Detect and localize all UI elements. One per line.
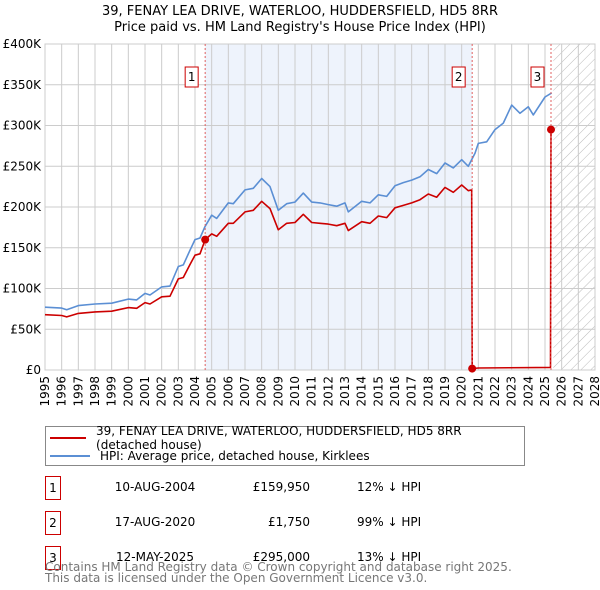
- x-tick-label: 2002: [155, 376, 169, 407]
- sale-label: 2: [455, 70, 463, 84]
- x-tick-label: 2001: [138, 376, 152, 407]
- sale-hpi-diff: 13% ↓ HPI: [357, 550, 422, 564]
- sale-label-box: [451, 66, 466, 88]
- x-tick-label: 2003: [171, 376, 185, 407]
- x-tick-label: 1998: [88, 376, 102, 407]
- x-tick-label: 2025: [538, 376, 552, 407]
- y-tick-label: £400K: [3, 37, 43, 51]
- legend-label: HPI: Average price, detached house, Kirk…: [100, 449, 370, 463]
- table-row: 1 10-AUG-2004 £159,950 12% ↓ HPI: [45, 476, 445, 500]
- x-tick-label: 1999: [105, 376, 119, 407]
- sale-point: [201, 235, 210, 244]
- y-tick-label: £100K: [3, 282, 43, 296]
- sale-point: [547, 125, 555, 134]
- x-tick-label: 2012: [321, 376, 335, 407]
- table-row: 2 17-AUG-2020 £1,750 99% ↓ HPI: [45, 511, 445, 535]
- y-tick-label: £350K: [3, 78, 43, 92]
- sale-date: 10-AUG-2004: [114, 480, 196, 494]
- x-tick-label: 2000: [121, 376, 135, 407]
- sale-label-box: [184, 66, 199, 88]
- sale-number: 2: [45, 511, 61, 535]
- x-tick-label: 2014: [355, 376, 369, 407]
- sale-label: 1: [188, 70, 196, 84]
- sale-number: 3: [45, 546, 61, 570]
- sale-hpi-diff: 12% ↓ HPI: [357, 480, 422, 494]
- x-tick-label: 2027: [571, 376, 585, 407]
- x-tick-label: 2007: [238, 376, 252, 407]
- x-tick-label: 2028: [588, 376, 600, 407]
- x-tick-label: 2013: [338, 376, 352, 407]
- sale-price: £1,750: [268, 515, 310, 529]
- legend-swatch-blue: [50, 455, 90, 457]
- x-tick-label: 2016: [388, 376, 402, 407]
- sale-number: 1: [45, 476, 61, 500]
- footer-copyright: Contains HM Land Registry data © Crown c…: [45, 560, 512, 574]
- x-tick-label: 2008: [255, 376, 269, 407]
- legend-item-hpi: HPI: Average price, detached house, Kirk…: [50, 447, 370, 465]
- sale-price: £159,950: [252, 480, 310, 494]
- sale-point: [468, 364, 477, 373]
- sale-date: 12-MAY-2025: [115, 550, 194, 564]
- x-tick-label: 2020: [455, 376, 469, 407]
- y-tick-label: £200K: [3, 200, 43, 214]
- chart-title: 39, FENAY LEA DRIVE, WATERLOO, HUDDERSFI…: [101, 4, 498, 19]
- x-tick-label: 2011: [305, 376, 319, 407]
- y-tick-label: £50K: [10, 322, 42, 336]
- x-tick-label: 2004: [188, 376, 202, 407]
- sale-date: 17-AUG-2020: [114, 515, 196, 529]
- footer-licence: This data is licensed under the Open Gov…: [45, 571, 428, 585]
- legend-swatch-red: [50, 437, 87, 439]
- x-tick-label: 2006: [221, 376, 235, 407]
- y-tick-label: £300K: [3, 119, 43, 133]
- legend-label: 39, FENAY LEA DRIVE, WATERLOO, HUDDERSFI…: [96, 424, 462, 452]
- x-tick-label: 1997: [71, 376, 85, 407]
- x-tick-label: 2005: [205, 376, 219, 407]
- x-tick-label: 2022: [488, 376, 502, 407]
- sale-label: 3: [534, 70, 542, 84]
- x-tick-label: 2024: [521, 376, 535, 407]
- x-tick-label: 1996: [55, 376, 69, 407]
- hpi-line: [44, 92, 553, 311]
- sale-hpi-diff: 99% ↓ HPI: [357, 515, 422, 529]
- x-tick-label: 2010: [288, 376, 302, 407]
- legend-item-property: 39, FENAY LEA DRIVE, WATERLOO, HUDDERSFI…: [50, 424, 524, 452]
- plot-border: [44, 43, 596, 371]
- table-row: 3 12-MAY-2025 £295,000 13% ↓ HPI: [45, 546, 445, 570]
- x-tick-label: 2026: [555, 376, 569, 407]
- x-tick-label: 2009: [271, 376, 285, 407]
- x-tick-label: 2019: [438, 376, 452, 407]
- x-tick-label: 2018: [421, 376, 435, 407]
- x-tick-label: 2023: [505, 376, 519, 407]
- chart-subtitle: Price paid vs. HM Land Registry's House …: [114, 20, 486, 35]
- legend: 39, FENAY LEA DRIVE, WATERLOO, HUDDERSFI…: [45, 424, 525, 466]
- sale-label-box: [530, 66, 545, 88]
- x-tick-label: 1995: [38, 376, 52, 407]
- x-tick-label: 2017: [405, 376, 419, 407]
- y-tick-label: £250K: [3, 159, 43, 173]
- y-tick-label: £150K: [3, 241, 43, 255]
- property-price-line: [44, 129, 552, 370]
- sale-price: £295,000: [252, 550, 310, 564]
- x-tick-label: 2021: [471, 376, 485, 407]
- price-chart: 1995 1996 1997 1998 1999 2000 2001 2002 2003 2004…: [3, 37, 600, 407]
- y-tick-label: £0: [26, 363, 41, 377]
- x-tick-label: 2015: [371, 376, 385, 407]
